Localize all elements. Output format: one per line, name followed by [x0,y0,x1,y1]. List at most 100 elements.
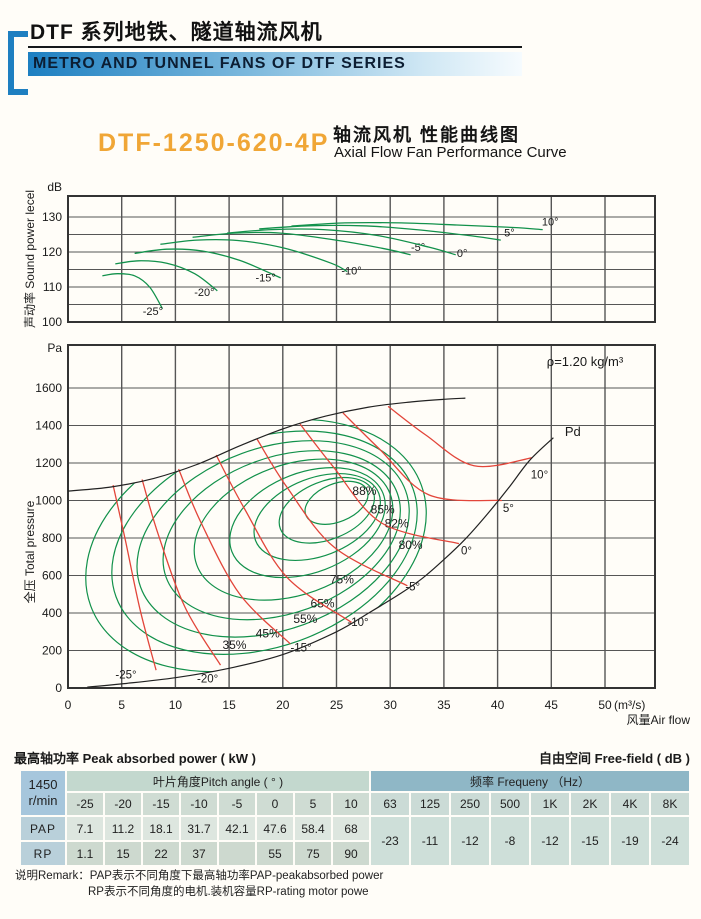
x-tick-label: 40 [491,698,505,712]
efficiency-label: 55% [293,612,317,626]
y-axis-unit: dB [47,180,62,194]
y-tick-label: 800 [42,531,62,545]
x-tick-label: 35 [437,698,451,712]
rp-cell: 22 [143,842,179,865]
x-tick-label: 20 [276,698,290,712]
frequency-cell: 125 [411,793,449,815]
pitch-curve--10° [215,454,352,623]
noise-curve-0° [226,228,456,256]
pitch-curve--25° [112,484,157,671]
pitch-angle-cell: -10 [181,793,217,815]
rp-cell: 1.1 [67,842,103,865]
y-axis-title: 声动率 Sound power lecel [22,190,37,328]
frequency-cell: 4K [611,793,649,815]
curve-label: -25° [143,306,163,318]
efficiency-contour-85% [278,476,376,544]
frequency-cell: 8K [651,793,689,815]
rp-cell [219,842,255,865]
noise-curve--10° [160,238,348,273]
speed-unit: r/min [28,793,58,808]
efficiency-label: 75% [330,572,354,586]
pap-cell: 11.2 [105,817,141,840]
freefield-cell: -15 [571,817,609,865]
pitch-angle-cell: -5 [219,793,255,815]
freefield-cell: -12 [531,817,569,865]
freefield-cell: -23 [371,817,409,865]
x-tick-label: 25 [330,698,344,712]
noise-curve-10° [291,221,543,231]
rp-cell: 75 [295,842,331,865]
efficiency-contour-80% [229,467,386,579]
pitch-curve-0° [299,423,460,545]
y-tick-label: 100 [42,315,62,329]
y-tick-label: 600 [42,569,62,583]
pap-cell: 31.7 [181,817,217,840]
header-bracket-decoration [8,31,28,95]
pitch-angle-cell: -20 [105,793,141,815]
caption-free-field: 自由空间 Free-field ( dB ) [539,751,690,766]
caption-peak-power: 最高轴功率 Peak absorbed power ( kW ) [14,751,256,766]
y-tick-label: 120 [42,245,62,259]
table-captions: 最高轴功率 Peak absorbed power ( kW ) 自由空间 Fr… [14,748,690,767]
pap-cell: 58.4 [295,817,331,840]
noise-curve--15° [134,248,281,279]
upper-limit-curve [67,397,466,492]
pitch-label: -25° [115,669,136,681]
pitch-angle-cell: -15 [143,793,179,815]
efficiency-label: 45% [256,626,280,640]
pap-row-label: PAP [21,817,65,840]
efficiency-contour-55% [136,440,410,638]
curve-label: 5° [504,228,515,240]
x-tick-label: 30 [384,698,398,712]
curve-label: 10° [542,216,559,228]
freefield-cell: -24 [651,817,689,865]
efficiency-label: 35% [222,638,246,652]
freefield-cell: -12 [451,817,489,865]
efficiency-contour-45% [111,430,418,655]
efficiency-label: 82% [385,517,409,531]
pitch-angle-header: 叶片角度Pitch angle ( ° ) [67,771,369,791]
pitch-label: 0° [461,546,472,558]
chart-title-zh: 轴流风机 性能曲线图 [333,125,521,145]
efficiency-contour-75% [193,458,394,601]
efficiency-label: 88% [352,484,376,498]
efficiency-label: 80% [399,538,423,552]
speed-value: 1450 [28,776,58,792]
y-tick-label: 110 [43,280,62,294]
pitch-label: -20° [197,673,218,685]
y-tick-label: 130 [42,210,62,224]
pd-label: Pd [565,424,581,439]
efficiency-contour-65% [162,450,401,621]
rp-row-label: RP [21,842,65,865]
noise-curve-5° [259,224,501,241]
speed-cell: 1450 r/min [21,771,65,815]
pitch-curve-10° [387,405,533,468]
x-tick-label: 50 [598,698,612,712]
pitch-curve--5° [256,438,408,587]
x-tick-label: 10 [169,698,183,712]
pitch-angle-cell: 5 [295,793,331,815]
efficiency-label: 85% [371,503,395,517]
freefield-cell: -19 [611,817,649,865]
x-tick-label: 15 [222,698,236,712]
y-tick-label: 200 [42,644,62,658]
y-axis-title: 全压 Total pressure [22,500,37,603]
y-tick-label: 1200 [35,456,62,470]
remark-line-2: RP表示不同角度的电机.装机容量RP-rating motor powe [88,886,369,898]
freefield-cell: -8 [491,817,529,865]
pap-cell: 7.1 [67,817,103,840]
y-tick-label: 0 [55,681,62,695]
fan-model-number: DTF-1250-620-4P [98,129,330,157]
remark-note: 说明Remark：PAP表示不同角度下最高轴功率PAP-peakabsorbed… [15,868,383,900]
x-tick-label: 0 [65,698,72,712]
pitch-curve--20° [141,479,222,666]
rp-cell: 15 [105,842,141,865]
plot-border [67,195,656,323]
pap-cell: 68 [333,817,369,840]
data-table: 1450 r/min 叶片角度Pitch angle ( ° ) 频率 Freq… [19,769,691,867]
x-axis-unit: (m³/s) [614,698,645,712]
frequency-cell: 63 [371,793,409,815]
